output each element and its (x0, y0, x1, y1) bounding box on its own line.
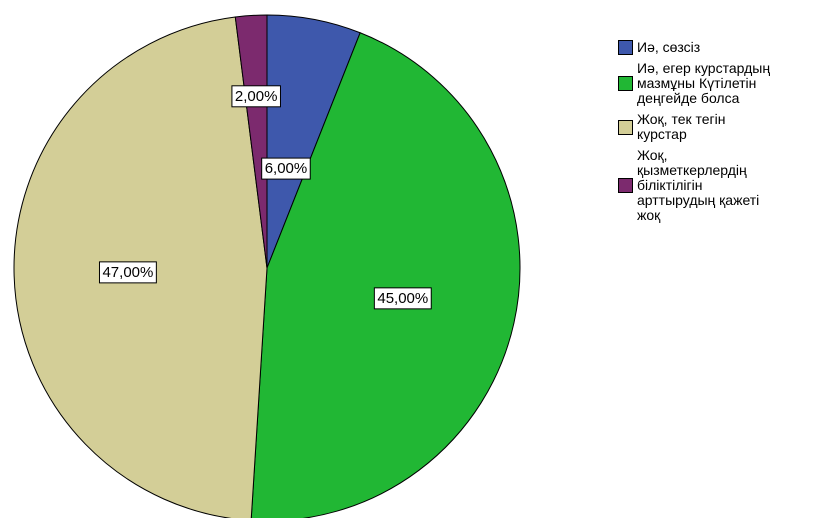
slice-data-label-box (231, 85, 281, 108)
legend-label: Иә, сөзсіз (637, 39, 701, 55)
pie-slice (234, 14, 268, 269)
legend-label: Иә, егер курстардың мазмұны Күтілетін де… (637, 60, 771, 106)
slice-data-label-text: 47,00% (102, 264, 153, 281)
legend-item: Иә, егер курстардың мазмұны Күтілетін де… (618, 61, 833, 106)
legend-swatch-icon (618, 40, 633, 55)
slice-data-label-text: 2,00% (235, 88, 278, 105)
legend-item: Иә, сөзсіз (618, 40, 833, 55)
slice-data-label: 47,00% (98, 261, 157, 284)
legend-swatch-icon (618, 178, 633, 193)
legend-swatch-icon (618, 119, 633, 135)
slice-data-label-box (261, 157, 311, 180)
legend-item: Жоқ, қызметкерлердің біліктілігін арттыр… (618, 148, 833, 223)
slice-data-label: 45,00% (373, 287, 432, 310)
slice-data-label-box (373, 287, 432, 310)
pie-slice (250, 32, 521, 518)
legend-label: Жоқ, қызметкерлердің біліктілігін арттыр… (637, 147, 760, 223)
legend-item: Жоқ, тек тегін курстар (618, 112, 833, 142)
legend-swatch-icon (618, 76, 633, 91)
slice-data-label-text: 45,00% (377, 290, 428, 307)
legend-label: Жоқ, тек тегін курстар (637, 111, 726, 142)
pie-slice-labels: 6,00% 45,00% 47,00% 2,00% (98, 85, 432, 310)
legend: Иә, сөзсіз Иә, егер курстардың мазмұны К… (618, 40, 833, 229)
slice-data-label: 6,00% (261, 157, 311, 180)
slice-data-label-box (98, 261, 157, 284)
slice-data-label: 2,00% (231, 85, 281, 108)
slice-data-label-text: 6,00% (265, 160, 308, 177)
